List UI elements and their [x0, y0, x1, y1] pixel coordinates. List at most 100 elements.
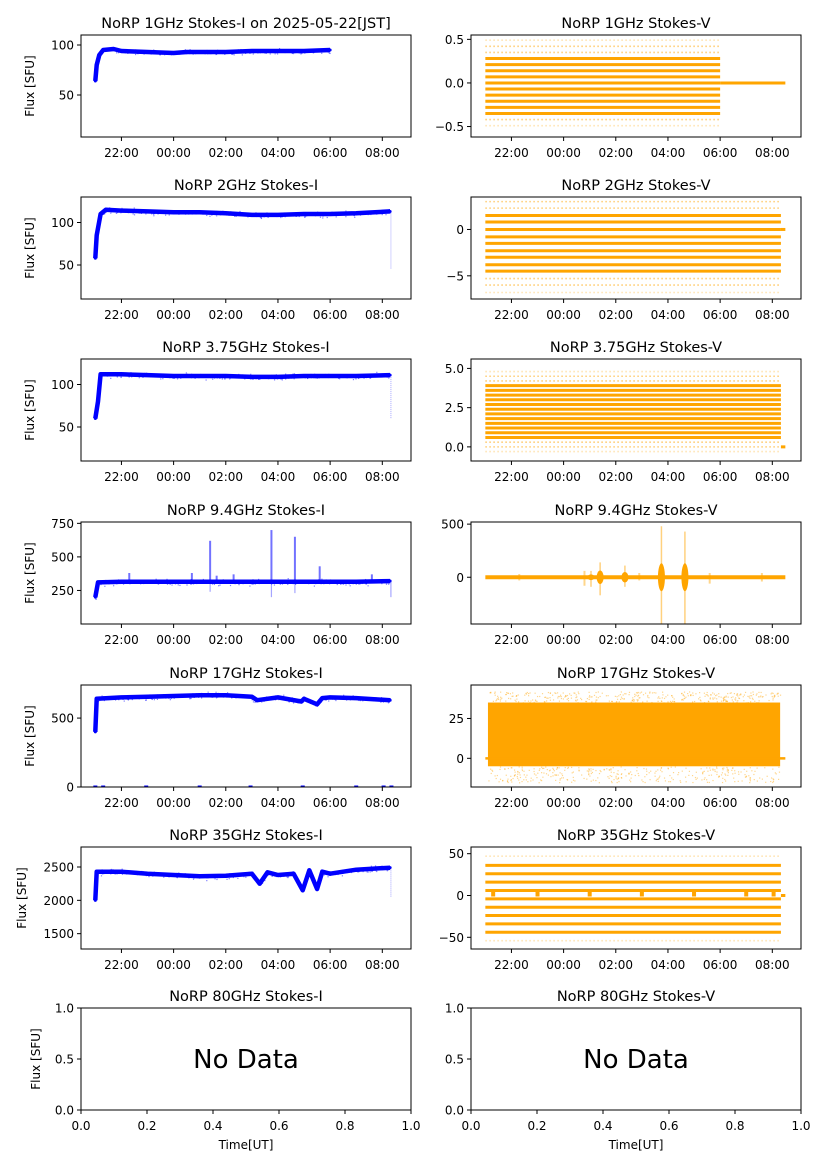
noise-point	[225, 211, 228, 214]
noise-point	[611, 700, 613, 703]
noise-point	[131, 872, 134, 874]
noise-point	[726, 700, 728, 702]
noise-point	[712, 768, 714, 770]
noise-point	[736, 693, 738, 695]
noise-point	[109, 580, 111, 582]
noise-point	[386, 870, 388, 872]
noise-point	[508, 697, 510, 700]
noise-point	[699, 696, 701, 699]
noise-point	[345, 216, 347, 218]
noise-point	[299, 698, 301, 700]
noise-point	[295, 880, 298, 882]
noise-point	[722, 769, 724, 771]
noise-point	[189, 375, 191, 378]
noise-point	[362, 871, 364, 873]
noise-point	[125, 696, 128, 698]
noise-point	[169, 51, 171, 53]
noise-point	[273, 379, 276, 381]
noise-point	[108, 872, 110, 874]
noise-band	[487, 702, 781, 767]
noise-point	[334, 871, 336, 873]
noise-point	[168, 874, 170, 876]
x-tick-label: 08:00	[365, 633, 400, 647]
noise-point	[196, 581, 198, 583]
noise-point	[708, 701, 710, 703]
noise-point	[624, 769, 626, 771]
noise-point	[263, 700, 265, 702]
noise-point	[631, 699, 633, 701]
x-tick-label: 08:00	[365, 146, 400, 160]
noise-point	[119, 49, 121, 51]
noise-point	[232, 695, 234, 697]
noise-point	[717, 776, 720, 778]
noise-point	[115, 209, 117, 212]
noise-point	[328, 700, 330, 702]
noise-point	[496, 699, 498, 701]
series-stokes-i	[93, 530, 392, 600]
noise-point	[263, 580, 265, 582]
noise-point	[729, 692, 731, 694]
noise-point	[258, 377, 260, 379]
noise-point	[702, 773, 704, 775]
noise-point	[671, 700, 674, 702]
noise-point	[732, 767, 734, 769]
noise-point	[313, 585, 316, 587]
noise-point	[555, 774, 557, 776]
noise-point	[510, 767, 512, 769]
noise-point	[145, 875, 147, 877]
data-point	[95, 233, 99, 237]
noise-point	[542, 767, 544, 770]
noise-point	[606, 768, 608, 770]
noise-point	[375, 697, 377, 699]
noise-point	[560, 697, 563, 700]
noise-point	[292, 583, 294, 585]
noise-point	[285, 373, 287, 375]
noise-point	[100, 51, 102, 54]
noise-point	[304, 50, 306, 53]
noise-point	[238, 51, 240, 53]
noise-point	[242, 874, 244, 876]
noise-point	[244, 873, 246, 875]
noise-point	[590, 696, 592, 698]
noise-point	[103, 871, 105, 873]
noise-point	[736, 694, 738, 696]
noise-point	[681, 699, 683, 701]
noise-point	[690, 694, 692, 696]
noise-point	[295, 49, 298, 52]
noise-point	[235, 375, 237, 377]
noise-point	[256, 376, 258, 378]
noise-point	[138, 581, 141, 583]
y-tick-label: 0.5	[445, 1053, 464, 1067]
noise-point	[291, 52, 293, 54]
noise-point	[281, 215, 283, 217]
noise-point	[524, 700, 526, 702]
series-line	[93, 46, 331, 82]
noise-point	[281, 696, 284, 699]
noise-point	[248, 214, 250, 217]
noise-point	[111, 698, 114, 700]
noise-point	[389, 374, 391, 376]
noise-point	[346, 871, 349, 874]
x-tick-label: 06:00	[703, 796, 738, 810]
x-tick-label: 06:00	[313, 958, 348, 972]
noise-point	[235, 51, 238, 54]
x-tick-label: 22:00	[494, 470, 529, 484]
noise-point	[163, 694, 165, 696]
noise-point	[169, 583, 171, 585]
noise-point	[595, 779, 597, 782]
noise-point	[170, 697, 172, 700]
data-point	[328, 48, 332, 52]
noise-point	[720, 774, 723, 776]
noise-point	[687, 692, 689, 695]
noise-point	[116, 873, 118, 875]
noise-point	[345, 868, 348, 871]
noise-point	[235, 212, 237, 214]
noise-point	[378, 211, 380, 213]
y-tick-label: 500	[51, 550, 74, 564]
noise-point	[709, 769, 711, 771]
noise-point	[272, 51, 275, 53]
x-tick-label: 00:00	[546, 796, 581, 810]
noise-point	[331, 871, 334, 873]
noise-point	[499, 766, 502, 768]
